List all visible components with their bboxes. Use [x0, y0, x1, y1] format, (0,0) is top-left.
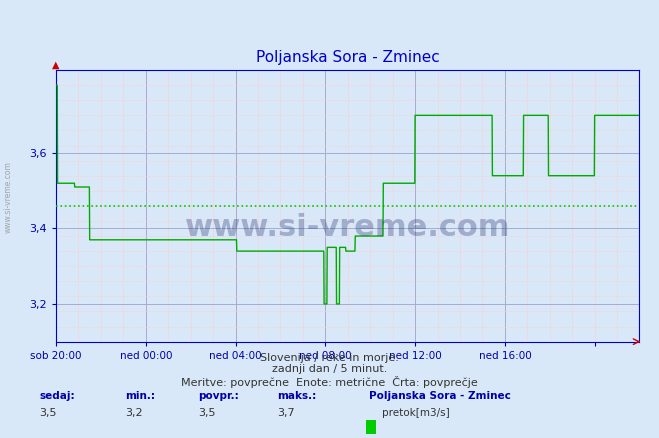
Text: 3,7: 3,7	[277, 408, 295, 418]
Text: Poljanska Sora - Zminec: Poljanska Sora - Zminec	[369, 391, 511, 401]
Text: Meritve: povprečne  Enote: metrične  Črta: povprečje: Meritve: povprečne Enote: metrične Črta:…	[181, 376, 478, 388]
Text: 3,5: 3,5	[40, 408, 57, 418]
Text: Slovenija / reke in morje.: Slovenija / reke in morje.	[260, 353, 399, 363]
Title: Poljanska Sora - Zminec: Poljanska Sora - Zminec	[256, 50, 440, 65]
Text: min.:: min.:	[125, 391, 156, 401]
Text: pretok[m3/s]: pretok[m3/s]	[382, 408, 450, 418]
Text: maks.:: maks.:	[277, 391, 316, 401]
Text: 3,2: 3,2	[125, 408, 143, 418]
Text: ▲: ▲	[52, 60, 60, 69]
Text: 3,5: 3,5	[198, 408, 215, 418]
Text: www.si-vreme.com: www.si-vreme.com	[185, 213, 510, 242]
Text: zadnji dan / 5 minut.: zadnji dan / 5 minut.	[272, 364, 387, 374]
Text: povpr.:: povpr.:	[198, 391, 239, 401]
Text: sedaj:: sedaj:	[40, 391, 75, 401]
Text: www.si-vreme.com: www.si-vreme.com	[3, 161, 13, 233]
